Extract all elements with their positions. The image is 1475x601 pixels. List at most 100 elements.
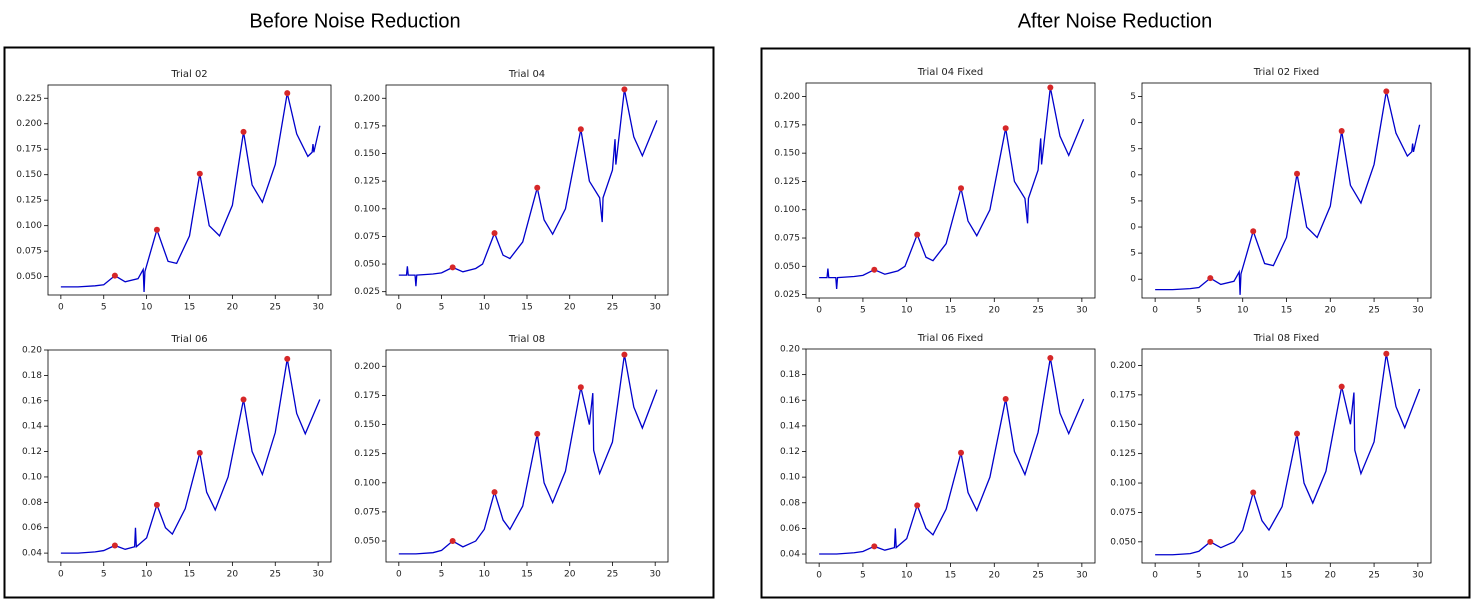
y-tick-label: 0.12 bbox=[22, 447, 42, 457]
panel-title: After Noise Reduction bbox=[1018, 10, 1213, 32]
y-tick-label: 0.200 bbox=[16, 119, 42, 129]
y-tick-label: 0.175 bbox=[16, 145, 42, 155]
y-tick-label: 0.08 bbox=[22, 498, 42, 508]
y-tick-label: 0.04 bbox=[780, 550, 800, 560]
peak-marker bbox=[577, 384, 584, 391]
y-tick-label: 0.075 bbox=[354, 507, 380, 517]
chart-title: Trial 02 bbox=[170, 69, 207, 80]
x-tick-label: 10 bbox=[141, 570, 153, 580]
peak-marker bbox=[240, 396, 247, 403]
peak-marker bbox=[1047, 84, 1054, 91]
panel-frame bbox=[3, 46, 715, 599]
panel-title: Before Noise Reduction bbox=[249, 10, 460, 32]
y-tick-label: 0.125 bbox=[354, 177, 380, 187]
peak-marker bbox=[1002, 125, 1009, 132]
x-tick-label: 10 bbox=[1237, 306, 1249, 316]
peak-marker bbox=[1047, 354, 1054, 361]
peak-marker bbox=[284, 90, 291, 97]
y-tick-label: 0.175 bbox=[1110, 390, 1136, 400]
peak-marker bbox=[153, 226, 160, 233]
x-tick-label: 25 bbox=[270, 303, 281, 313]
x-tick-label: 30 bbox=[1412, 571, 1424, 581]
x-tick-label: 30 bbox=[312, 570, 324, 580]
x-tick-label: 5 bbox=[101, 570, 107, 580]
peak-marker bbox=[871, 543, 878, 550]
x-tick-label: 5 bbox=[860, 306, 866, 316]
x-tick-label: 30 bbox=[312, 303, 324, 313]
x-tick-label: 20 bbox=[227, 303, 239, 313]
chart-title: Trial 06 Fixed bbox=[917, 333, 983, 344]
y-tick-label: 0.200 bbox=[1110, 361, 1136, 371]
y-tick-label: 0.150 bbox=[774, 149, 800, 159]
x-tick-label: 25 bbox=[1368, 306, 1379, 316]
x-tick-label: 30 bbox=[1076, 306, 1088, 316]
x-tick-label: 15 bbox=[945, 571, 956, 581]
x-tick-label: 0 bbox=[58, 570, 64, 580]
x-tick-label: 20 bbox=[227, 570, 239, 580]
peak-marker bbox=[1383, 350, 1390, 357]
x-tick-label: 15 bbox=[521, 303, 532, 313]
x-tick-label: 25 bbox=[1032, 306, 1043, 316]
y-tick-label: 0.075 bbox=[354, 232, 380, 242]
peak-marker bbox=[621, 86, 628, 93]
peak-marker bbox=[491, 230, 498, 237]
x-tick-label: 30 bbox=[649, 303, 661, 313]
peak-marker bbox=[1294, 430, 1301, 437]
y-tick-label: 0 bbox=[1130, 223, 1136, 233]
peak-marker bbox=[958, 185, 965, 192]
y-tick-label: 0.050 bbox=[1110, 537, 1136, 547]
x-tick-label: 5 bbox=[860, 571, 866, 581]
y-tick-label: 0.200 bbox=[354, 362, 380, 372]
x-tick-label: 0 bbox=[816, 306, 822, 316]
y-tick-label: 0.20 bbox=[22, 346, 42, 356]
y-tick-label: 0.050 bbox=[354, 537, 380, 547]
y-tick-label: 0.050 bbox=[16, 272, 42, 282]
peak-marker bbox=[1338, 383, 1345, 390]
y-tick-label: 0.100 bbox=[1110, 479, 1136, 489]
peak-marker bbox=[1207, 275, 1214, 282]
y-tick-label: 0.200 bbox=[354, 94, 380, 104]
y-tick-label: 0.125 bbox=[1110, 449, 1136, 459]
x-tick-label: 10 bbox=[901, 306, 913, 316]
peak-marker bbox=[914, 502, 921, 509]
x-tick-label: 25 bbox=[607, 570, 618, 580]
x-tick-label: 15 bbox=[1281, 306, 1292, 316]
x-tick-label: 15 bbox=[184, 570, 195, 580]
y-tick-label: 0.050 bbox=[354, 260, 380, 270]
y-tick-label: 0.14 bbox=[780, 421, 800, 431]
peak-marker bbox=[958, 449, 965, 456]
x-tick-label: 25 bbox=[270, 570, 281, 580]
x-tick-label: 30 bbox=[649, 570, 661, 580]
peak-marker bbox=[491, 489, 498, 496]
x-tick-label: 5 bbox=[101, 303, 107, 313]
chart-title: Trial 08 bbox=[508, 334, 545, 345]
x-tick-label: 25 bbox=[607, 303, 618, 313]
chart-title: Trial 04 bbox=[508, 69, 545, 80]
y-tick-label: 0.04 bbox=[22, 549, 42, 559]
peak-marker bbox=[153, 501, 160, 508]
x-tick-label: 5 bbox=[1196, 571, 1202, 581]
y-tick-label: 0.100 bbox=[774, 205, 800, 215]
y-tick-label: 0.075 bbox=[1110, 508, 1136, 518]
x-tick-label: 20 bbox=[1325, 571, 1337, 581]
peak-marker bbox=[534, 430, 541, 437]
peak-marker bbox=[111, 542, 118, 549]
chart-title: Trial 08 Fixed bbox=[1253, 333, 1319, 344]
y-tick-label: 0.150 bbox=[354, 149, 380, 159]
data-line bbox=[398, 89, 658, 287]
x-tick-label: 20 bbox=[564, 303, 576, 313]
peak-marker bbox=[621, 351, 628, 358]
y-tick-label: 0.175 bbox=[354, 121, 380, 131]
y-tick-label: 5 bbox=[1130, 249, 1136, 259]
y-tick-label: 0.125 bbox=[354, 449, 380, 459]
peak-marker bbox=[1250, 489, 1257, 496]
peak-marker bbox=[240, 128, 247, 135]
x-tick-label: 0 bbox=[1152, 571, 1158, 581]
peak-marker bbox=[1250, 228, 1257, 235]
x-tick-label: 10 bbox=[479, 570, 491, 580]
x-tick-label: 20 bbox=[989, 306, 1001, 316]
y-tick-label: 0.050 bbox=[774, 262, 800, 272]
x-tick-label: 0 bbox=[58, 303, 64, 313]
x-tick-label: 10 bbox=[1237, 571, 1249, 581]
